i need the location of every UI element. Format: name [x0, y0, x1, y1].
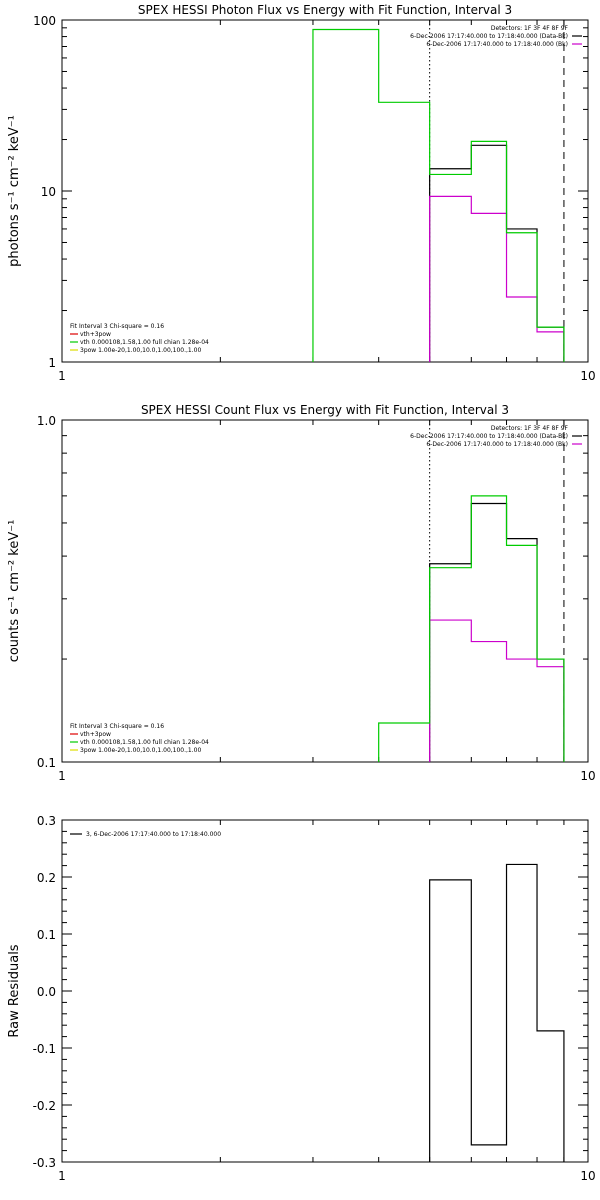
- legend-entry: Fit Interval 3 Chi-square = 0.16: [70, 323, 164, 330]
- legend-entry: 6-Dec-2006 17:17:40.000 to 17:18:40.000 …: [426, 441, 568, 448]
- x-tick-label: 10: [580, 769, 595, 783]
- y-tick-label: 10: [41, 185, 56, 199]
- y-tick-label: 0.1: [37, 756, 56, 770]
- series-step-line: [429, 195, 565, 362]
- x-tick-label: 10: [580, 369, 595, 383]
- x-tick-label: 1: [58, 369, 66, 383]
- y-axis-label: photons s⁻¹ cm⁻² keV⁻¹: [7, 115, 22, 267]
- legend-entry: 6-Dec-2006 17:17:40.000 to 17:18:40.000 …: [410, 33, 568, 40]
- series-step-line: [429, 502, 565, 762]
- legend-entry: Detectors: 1F 3F 4F 8F 9F: [491, 25, 569, 32]
- y-tick-label: 0.0: [37, 985, 56, 999]
- y-tick-label: 0.2: [37, 871, 56, 885]
- y-tick-label: -0.3: [33, 1156, 56, 1170]
- legend-entry: vth+3pow: [80, 331, 111, 338]
- legend-entry: vth 0.000108,1.58,1.00 full chian 1.28e-…: [80, 739, 209, 746]
- y-tick-label: 1.0: [37, 414, 56, 428]
- legend-entry: 6-Dec-2006 17:17:40.000 to 17:18:40.000 …: [410, 433, 568, 440]
- chart-title: SPEX HESSI Photon Flux vs Energy with Fi…: [138, 3, 512, 17]
- series-step-line: [312, 28, 565, 362]
- y-tick-label: 0.1: [37, 928, 56, 942]
- legend-entry: 6-Dec-2006 17:17:40.000 to 17:18:40.000 …: [426, 41, 568, 48]
- legend-entry: vth+3pow: [80, 731, 111, 738]
- y-tick-label: 100: [33, 14, 56, 28]
- x-tick-label: 1: [58, 769, 66, 783]
- series-step-line: [429, 619, 565, 762]
- legend-entry: 3pow 1.00e-20,1.00,10.0,1.00,100.,1.00: [80, 747, 201, 754]
- x-tick-label: 10: [580, 1169, 595, 1183]
- y-tick-label: -0.2: [33, 1099, 56, 1113]
- chart-title: SPEX HESSI Count Flux vs Energy with Fit…: [141, 403, 509, 417]
- series-step-line: [378, 495, 565, 762]
- y-tick-label: -0.1: [33, 1042, 56, 1056]
- y-axis-label: Raw Residuals: [7, 944, 22, 1037]
- legend-entry: 3pow 1.00e-20,1.00,10.0,1.00,100.,1.00: [80, 347, 201, 354]
- legend-entry: Detectors: 1F 3F 4F 8F 9F: [491, 425, 569, 432]
- x-tick-label: 1: [58, 1169, 66, 1183]
- plot-frame: [61, 819, 589, 1163]
- series-step-line: [429, 863, 565, 1162]
- legend-entry: vth 0.000108,1.58,1.00 full chian 1.28e-…: [80, 339, 209, 346]
- y-tick-label: 0.3: [37, 814, 56, 828]
- legend-entry: Fit Interval 3 Chi-square = 0.16: [70, 723, 164, 730]
- plot-frame: [61, 19, 589, 363]
- legend-entry: 3, 6-Dec-2006 17:17:40.000 to 17:18:40.0…: [86, 831, 221, 838]
- series-step-line: [429, 144, 565, 362]
- y-tick-label: 1: [48, 356, 56, 370]
- y-axis-label: counts s⁻¹ cm⁻² keV⁻¹: [7, 520, 22, 663]
- plot-frame: [61, 419, 589, 763]
